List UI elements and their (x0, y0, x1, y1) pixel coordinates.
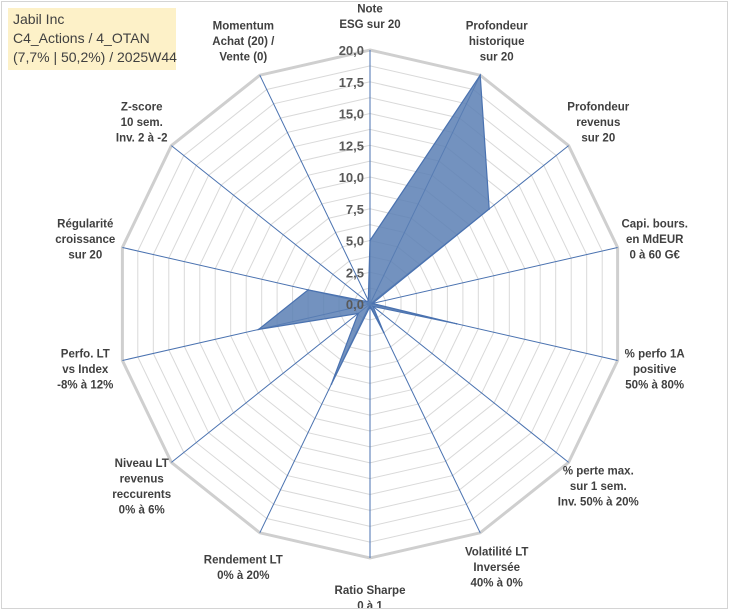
series-area (256, 73, 490, 385)
axis-label: Profondeur revenus sur 20 (567, 101, 629, 144)
axis-spoke (369, 247, 618, 305)
axis-label: Note ESG sur 20 (339, 4, 400, 32)
axis-spoke (259, 74, 371, 305)
data-point (257, 328, 260, 331)
portfolio-label: C4_Actions / 4_OTAN (13, 30, 150, 46)
axis-label-line: en MdEUR (626, 234, 684, 246)
axis-label: Perfo. LT vs Index -8% à 12% (57, 349, 113, 392)
tick-label: 2,5 (346, 265, 364, 280)
axis-label: Capi. bours. en MdEUR 0 à 60 G€ (621, 219, 687, 262)
axis-label-line: Achat (20) / (212, 36, 275, 48)
data-point (369, 305, 371, 308)
axis-label-line: sur 20 (581, 132, 615, 144)
axis-label-line: revenus (120, 473, 164, 485)
axis-label-line: Inv. 2 à -2 (116, 132, 168, 144)
axis-label-line: Perfo. LT (61, 349, 110, 361)
axis-label-line: vs Index (62, 364, 109, 376)
axis-label-line: positive (633, 364, 676, 376)
axis-label-line: 50% à 80% (625, 380, 684, 392)
axis-label-line: 0% à 20% (217, 570, 269, 582)
axis-label-line: Niveau LT (115, 458, 169, 470)
radar-axis-labels: Note ESG sur 20 Profondeur historique sur 20… (55, 4, 688, 609)
axis-label: Z-score 10 sem. Inv. 2 à -2 (116, 101, 168, 144)
axis-label-line: Capi. bours. (621, 219, 687, 231)
data-point (369, 239, 371, 242)
axis-label-line: reccurents (112, 489, 171, 501)
chart-title-box: Jabil Inc C4_Actions / 4_OTAN (7,7% | 50… (8, 8, 177, 70)
axis-label-line: sur 20 (480, 51, 514, 63)
axis-label-line: Note (357, 4, 383, 16)
axis-label-line: historique (469, 36, 525, 48)
axis-label: Ratio Sharpe 0 à 1 (335, 585, 406, 608)
axis-label-line: Z-score (121, 101, 163, 113)
data-point (383, 331, 385, 334)
data-point (330, 383, 333, 385)
axis-label: Profondeur historique sur 20 (466, 20, 528, 63)
axis-label-line: revenus (576, 117, 620, 129)
axis-label-line: % perfo 1A (625, 349, 685, 361)
axis-label-line: 0 à 60 G€ (629, 250, 680, 262)
axis-label-line: sur 1 sem. (570, 481, 627, 493)
axis-spoke (171, 145, 371, 305)
axis-spoke (171, 303, 371, 463)
axis-label-line: % perte max. (563, 466, 634, 478)
data-point (479, 74, 482, 76)
axis-label-line: Régularité (57, 219, 113, 231)
axis-label-line: 0 à 1 (357, 601, 383, 609)
axis-label-line: Inversée (473, 562, 520, 574)
axis-label: Régularité croissance sur 20 (55, 219, 115, 262)
axis-label-line: 0% à 6% (119, 504, 165, 516)
axis-label-line: sur 20 (68, 250, 102, 262)
tick-label: 15,0 (339, 107, 364, 122)
axis-label: Momentum Achat (20) / Vente (0) (212, 20, 275, 63)
axis-label-line: -8% à 12% (57, 380, 113, 392)
axis-label-line: Inv. 50% à 20% (558, 497, 639, 509)
data-point (372, 305, 374, 308)
data-point (357, 312, 359, 315)
data-point (455, 323, 458, 325)
axis-label-line: Profondeur (567, 101, 629, 113)
data-point (488, 208, 491, 210)
tick-label: 12,5 (339, 138, 364, 153)
tick-label: 20,0 (339, 43, 364, 58)
tick-label: 17,5 (339, 75, 364, 90)
axis-label-line: Vente (0) (219, 51, 267, 63)
radar-series (256, 73, 491, 385)
axis-label: % perte max. sur 1 sem. Inv. 50% à 20% (558, 466, 639, 509)
axis-label-line: 10 sem. (121, 117, 163, 129)
axis-spoke (369, 303, 481, 534)
data-point (307, 289, 309, 291)
data-point (366, 300, 368, 303)
axis-label-line: Momentum (213, 20, 274, 32)
tick-label: 10,0 (339, 170, 364, 185)
tick-label: 5,0 (346, 234, 364, 249)
performance-summary: (7,7% | 50,2%) / 2025W44 (13, 49, 177, 65)
axis-label: Niveau LT revenus reccurents 0% à 6% (112, 458, 171, 517)
axis-label-line: 40% à 0% (470, 578, 522, 590)
axis-label: % perfo 1A positive 50% à 80% (625, 349, 685, 392)
axis-label-line: croissance (55, 234, 115, 246)
axis-label: Rendement LT 0% à 20% (204, 554, 283, 582)
data-point (367, 299, 370, 302)
radar-tick-labels: 0,0 2,5 5,0 7,5 10,0 12,5 15,0 17,5 20,0 (339, 43, 364, 312)
axis-spoke (369, 303, 569, 463)
axis-label-line: Profondeur (466, 20, 528, 32)
tick-label: 0,0 (346, 297, 364, 312)
axis-label: Volatilité LT Inversée 40% à 0% (465, 547, 528, 590)
axis-label-line: Ratio Sharpe (335, 585, 406, 597)
axis-label-line: Volatilité LT (465, 547, 528, 559)
company-name: Jabil Inc (13, 11, 65, 27)
tick-label: 7,5 (346, 202, 364, 217)
data-point (371, 302, 374, 305)
axis-label-line: ESG sur 20 (339, 19, 400, 31)
axis-label-line: Rendement LT (204, 554, 283, 566)
